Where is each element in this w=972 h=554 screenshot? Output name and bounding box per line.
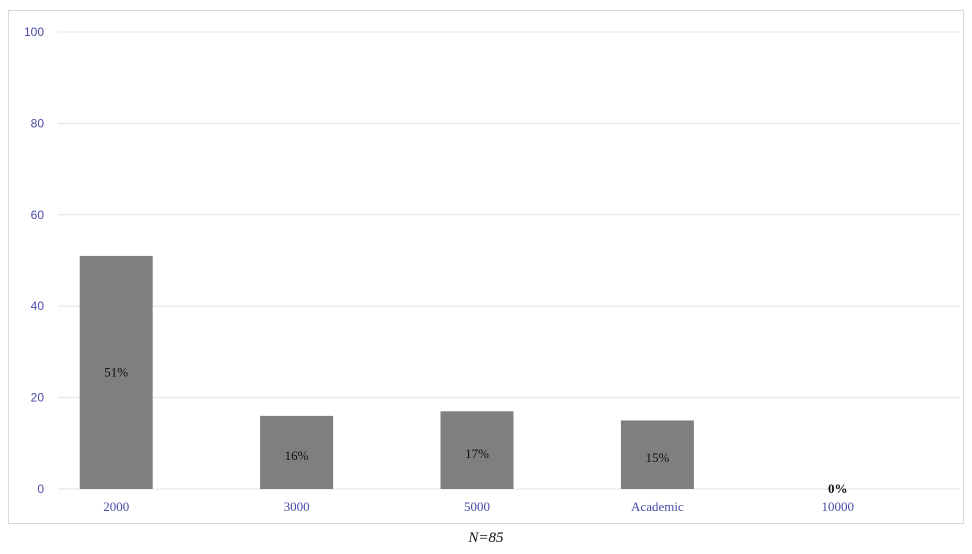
bar-academic: [620, 420, 694, 489]
y-tick-label: 60: [31, 208, 45, 222]
y-tick-label: 40: [31, 299, 45, 313]
sample-size-caption: N=85: [468, 530, 504, 546]
x-tick-label: 5000: [464, 499, 490, 514]
bar-5000: [440, 411, 514, 489]
x-tick-label: Academic: [631, 499, 684, 514]
y-tick-label: 20: [31, 391, 45, 405]
x-tick-label: 2000: [103, 499, 129, 514]
bar-3000: [260, 415, 334, 489]
x-tick-label: 3000: [284, 499, 310, 514]
data-labels: 51% 16% 17% 15% 0%: [104, 364, 847, 496]
data-label: 17%: [465, 446, 489, 461]
x-tick-label: 10000: [822, 499, 855, 514]
data-label: 0%: [828, 481, 848, 496]
y-tick-label: 80: [31, 116, 45, 130]
bar-2000: [79, 255, 153, 489]
bar-chart: 0 20 40 60 80 100 2000 3000 5000 Academic 10000 5…: [24, 25, 960, 514]
data-label: 16%: [285, 448, 309, 463]
y-tick-label: 0: [37, 482, 44, 496]
gridlines: [58, 31, 960, 490]
y-tick-label: 100: [24, 25, 44, 39]
data-label: 15%: [645, 450, 669, 465]
y-axis-ticks: 0 20 40 60 80 100: [24, 25, 44, 496]
bars: [79, 255, 694, 489]
x-axis-ticks: 2000 3000 5000 Academic 10000: [103, 499, 854, 514]
data-label: 51%: [104, 364, 128, 379]
